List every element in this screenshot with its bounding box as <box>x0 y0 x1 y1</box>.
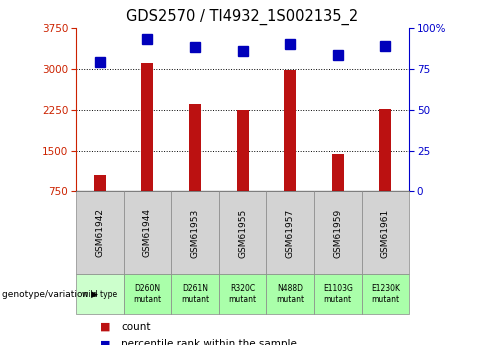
Bar <box>94 175 106 191</box>
Text: N488D
mutant: N488D mutant <box>276 284 304 304</box>
Text: D260N
mutant: D260N mutant <box>133 284 161 304</box>
Text: ■: ■ <box>100 339 111 345</box>
Bar <box>379 109 392 191</box>
Text: genotype/variation ▶: genotype/variation ▶ <box>2 289 98 299</box>
Bar <box>284 70 296 191</box>
Bar <box>189 104 201 191</box>
Text: ■: ■ <box>100 322 111 332</box>
Bar <box>142 63 153 191</box>
Text: count: count <box>121 322 150 332</box>
Text: GSM61959: GSM61959 <box>333 208 342 257</box>
Text: GSM61955: GSM61955 <box>238 208 247 257</box>
Text: R320C
mutant: R320C mutant <box>228 284 257 304</box>
Title: GDS2570 / TI4932_1S002135_2: GDS2570 / TI4932_1S002135_2 <box>126 9 359 25</box>
Bar <box>332 154 343 191</box>
Text: GSM61953: GSM61953 <box>191 208 199 257</box>
Text: D261N
mutant: D261N mutant <box>181 284 209 304</box>
Text: GSM61942: GSM61942 <box>95 208 104 257</box>
Text: GSM61944: GSM61944 <box>143 208 152 257</box>
Bar <box>237 110 248 191</box>
Text: GSM61961: GSM61961 <box>381 208 390 257</box>
Text: wild type: wild type <box>82 289 117 299</box>
Text: GSM61957: GSM61957 <box>286 208 294 257</box>
Text: E1230K
mutant: E1230K mutant <box>371 284 400 304</box>
Text: percentile rank within the sample: percentile rank within the sample <box>121 339 297 345</box>
Text: E1103G
mutant: E1103G mutant <box>323 284 353 304</box>
